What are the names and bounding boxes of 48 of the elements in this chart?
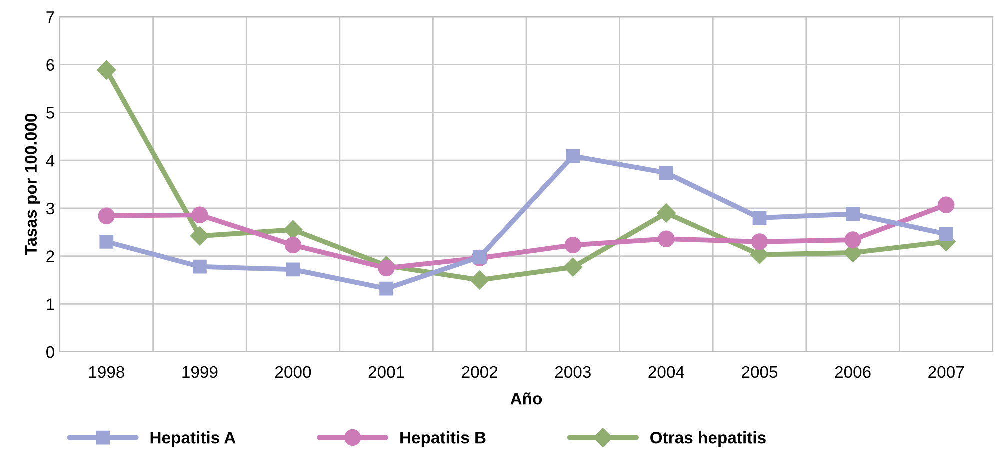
point [938, 196, 955, 214]
legend-label: Otras hepatitis [650, 432, 766, 448]
point [844, 232, 862, 248]
point [566, 149, 580, 164]
x-tick-label: 2001 [368, 366, 404, 378]
y-tick-label: 5 [46, 107, 54, 119]
y-tick-label: 2 [46, 250, 54, 262]
point [286, 262, 300, 277]
x-tick-label: 2004 [648, 366, 684, 378]
point [98, 208, 115, 224]
point [284, 220, 303, 240]
point [751, 234, 768, 250]
legend-label: Hepatitis B [400, 432, 486, 448]
point [380, 282, 394, 296]
x-tick-label: 2003 [555, 366, 591, 378]
point [564, 258, 583, 277]
y-tick-label: 7 [46, 12, 54, 24]
y-tick-label: 1 [47, 298, 54, 310]
point [100, 234, 114, 249]
legend-label: Hepatitis A [150, 432, 236, 448]
y-tick-label: 0 [46, 346, 54, 358]
point [939, 227, 954, 242]
point [284, 236, 302, 254]
x-tick-label: 2000 [276, 366, 312, 378]
point [192, 206, 208, 224]
x-tick-label: 2007 [928, 366, 964, 378]
point [472, 250, 487, 264]
point [564, 236, 582, 254]
x-tick-label: 2005 [742, 366, 778, 378]
point [193, 260, 207, 274]
point [378, 260, 395, 277]
point [190, 226, 210, 246]
y-axis-title: Tasas por 100.000 [25, 114, 40, 256]
x-tick-label: 2002 [462, 366, 498, 378]
point [656, 204, 676, 223]
point [752, 211, 767, 225]
x-tick-label: 1998 [89, 366, 124, 378]
point [660, 166, 674, 180]
y-tick-label: 6 [46, 59, 54, 72]
x-axis-title: Año [510, 392, 542, 405]
point [846, 207, 860, 222]
point [97, 60, 116, 80]
x-tick-label: 1999 [182, 366, 218, 378]
x-tick-label: 2006 [835, 366, 871, 378]
point [470, 270, 490, 290]
y-tick-label: 4 [46, 155, 55, 167]
point [658, 230, 675, 248]
y-tick-label: 3 [46, 202, 54, 215]
